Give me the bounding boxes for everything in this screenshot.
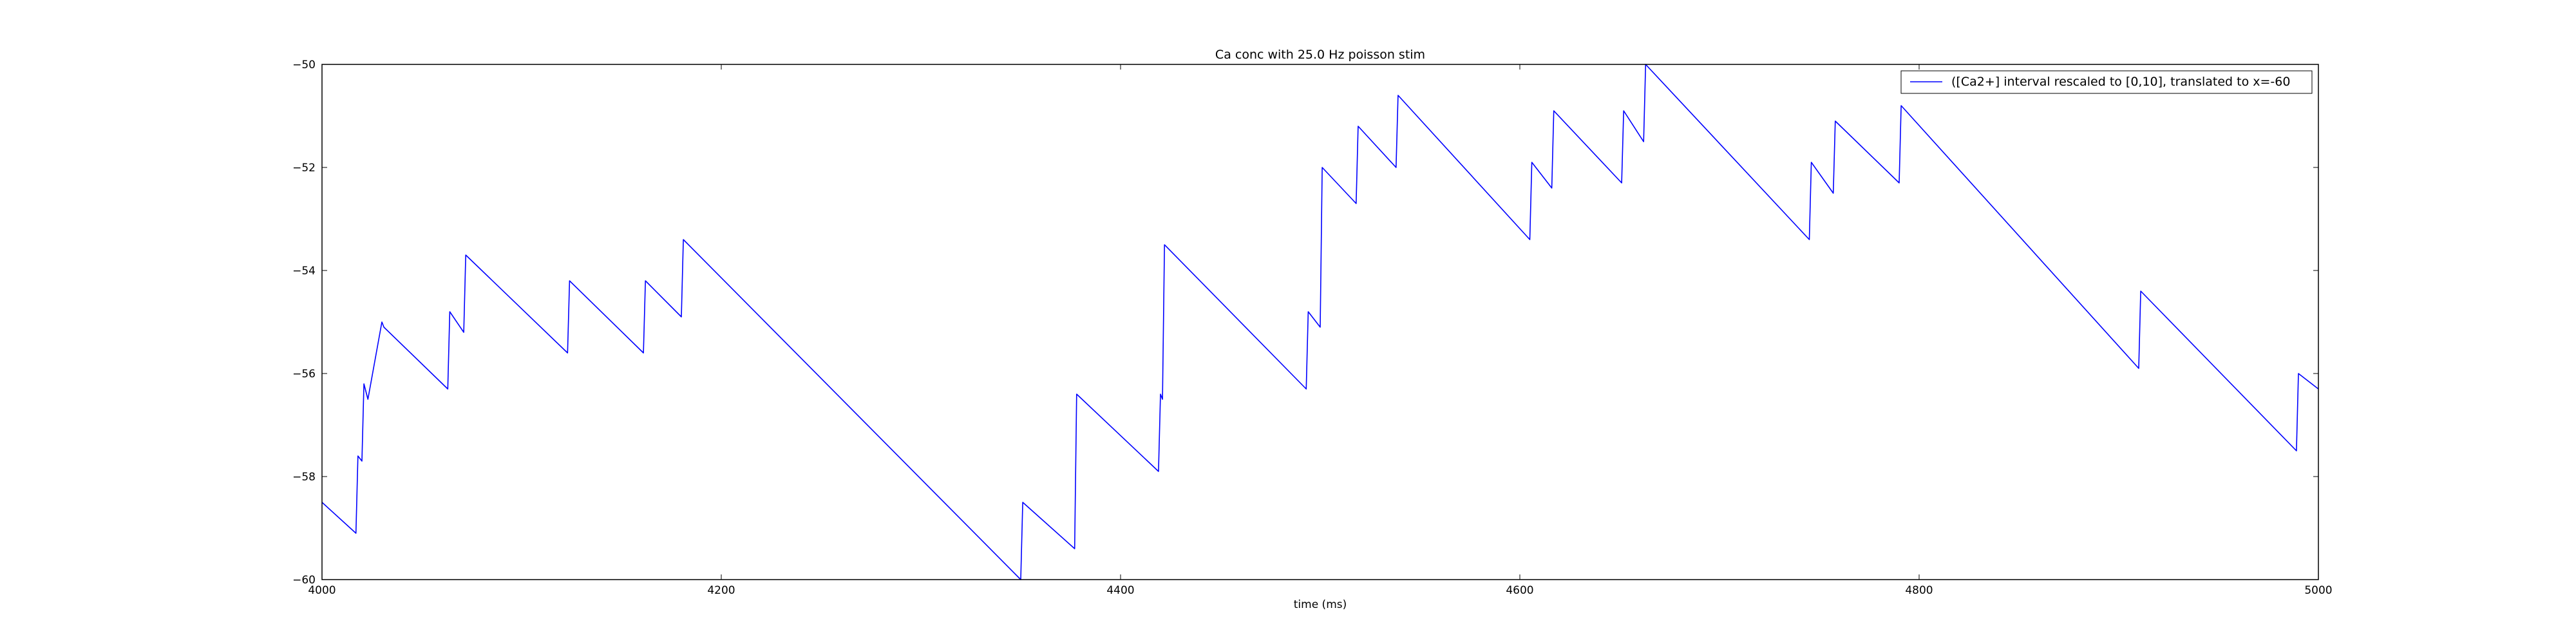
x-tick-label: 4600 [1506, 584, 1533, 597]
y-tick-label: −50 [292, 59, 316, 71]
x-tick-label: 4000 [308, 584, 336, 597]
legend-box [1900, 70, 2313, 94]
y-tick-label: −58 [292, 471, 316, 484]
x-tick-label: 4400 [1106, 584, 1134, 597]
legend-entry-label: ([Ca2+] interval rescaled to [0,10], tra… [1951, 75, 2290, 89]
y-tick-label: −60 [292, 574, 316, 587]
chart-title: Ca conc with 25.0 Hz poisson stim [1215, 48, 1425, 62]
y-tick-label: −54 [292, 265, 316, 278]
x-tick-label: 4800 [1905, 584, 1933, 597]
legend: ([Ca2+] interval rescaled to [0,10], tra… [1900, 70, 2313, 94]
data-layer [321, 64, 2319, 580]
plot-frame [321, 64, 2319, 580]
series-line [321, 64, 2319, 580]
y-tick-label: −56 [292, 368, 316, 381]
x-tick-label: 5000 [2304, 584, 2332, 597]
y-tick-label: −52 [292, 162, 316, 175]
x-tick-label: 4200 [707, 584, 735, 597]
ticks-layer: 4000 4200 4400 4600 4800 5000 −60 −58 −56 −54 −52 −… [292, 59, 2333, 597]
x-axis-label: time (ms) [1294, 598, 1347, 611]
